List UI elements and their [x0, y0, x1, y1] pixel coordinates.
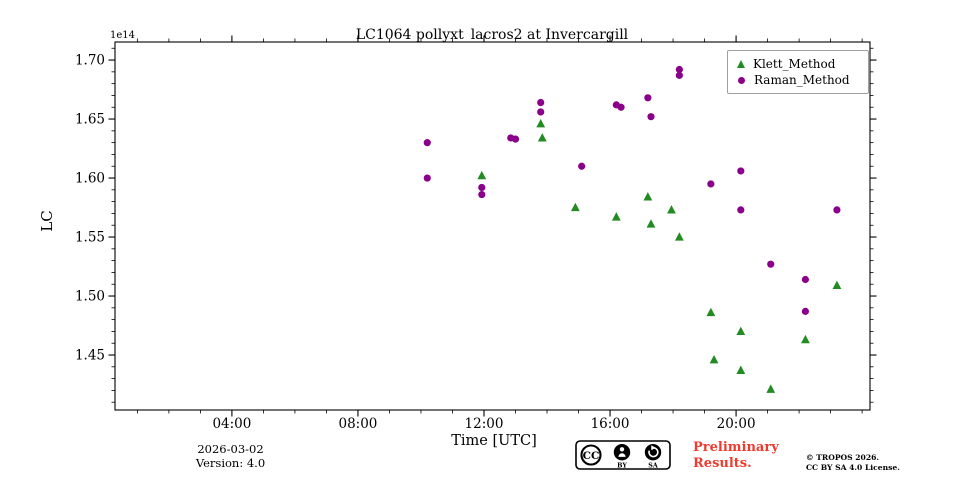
klett-point: [832, 280, 842, 290]
y-axis-label: LC: [38, 210, 56, 232]
raman-point: [644, 94, 652, 102]
sa-label: SA: [648, 463, 658, 470]
cc-by-sa-badge-icon: CC BY SA: [575, 440, 671, 470]
y-tick-label: 1.60: [75, 171, 105, 187]
raman-point: [801, 307, 810, 315]
version-label: Version: 4.0: [195, 456, 266, 470]
by-person-icon: [613, 444, 631, 461]
klett-point: [667, 205, 676, 214]
y-tick-label: 1.65: [75, 112, 105, 128]
raman-point: [647, 113, 655, 121]
klett-point: [570, 202, 580, 212]
legend: Klett_Method Raman_Method: [727, 50, 869, 94]
raman-point: [537, 108, 545, 116]
x-tick-label: 08:00: [338, 416, 377, 432]
sa-arrow-icon: [644, 444, 662, 461]
copyright-line1: © TROPOS 2026.: [806, 453, 880, 462]
copyright-line2: CC BY SA 4.0 License.: [806, 463, 900, 472]
chart-title: LC1064 pollyxt_lacros2 at Invercargill: [355, 27, 629, 43]
klett-point: [536, 118, 546, 128]
by-label: BY: [617, 463, 627, 470]
raman-point: [675, 65, 683, 74]
y-axis-offset-label: 1e14: [110, 30, 136, 41]
raman-point: [511, 135, 520, 143]
klett-point: [766, 384, 776, 393]
raman-point: [423, 139, 431, 147]
raman-point: [767, 260, 775, 268]
x-tick-label: 20:00: [717, 416, 756, 432]
klett-point: [477, 170, 487, 180]
klett-point: [706, 307, 716, 317]
cc-icon: CC: [583, 450, 600, 462]
raman-point: [478, 190, 486, 199]
x-tick-label: 04:00: [212, 416, 251, 432]
raman-point: [423, 174, 431, 182]
raman-point: [578, 162, 586, 170]
raman-point: [801, 275, 810, 284]
footer-date-version: 2026-03-02 Version: 4.0: [158, 442, 303, 470]
raman-point: [707, 180, 715, 188]
preliminary-line1: Preliminary: [693, 440, 779, 455]
raman-point: [833, 206, 841, 214]
x-tick-label: 12:00: [465, 416, 504, 432]
legend-label-klett: Klett_Method: [753, 57, 836, 71]
x-tick-label: 16:00: [591, 416, 630, 432]
legend-item-raman: Raman_Method: [737, 72, 859, 88]
raman-point: [675, 71, 683, 79]
klett-point: [709, 354, 719, 364]
y-tick-label: 1.50: [75, 289, 105, 305]
raman-point: [478, 183, 486, 192]
y-tick-label: 1.45: [75, 348, 105, 364]
raman-point: [617, 103, 625, 111]
y-tick-label: 1.70: [75, 53, 105, 69]
klett-point: [801, 334, 810, 344]
copyright-note: © TROPOS 2026. CC BY SA 4.0 License.: [806, 453, 900, 473]
raman-point: [737, 167, 745, 175]
legend-item-klett: Klett_Method: [737, 56, 859, 72]
raman-point: [537, 98, 545, 107]
klett-point: [674, 232, 684, 241]
preliminary-note: Preliminary Results.: [693, 440, 779, 471]
preliminary-line2: Results.: [693, 455, 752, 471]
x-axis-label: Time [UTC]: [451, 433, 537, 449]
klett-point: [736, 365, 746, 374]
klett-point: [643, 192, 653, 201]
klett-point: [611, 212, 621, 221]
y-tick-label: 1.55: [75, 230, 105, 246]
legend-label-raman: Raman_Method: [754, 73, 850, 87]
klett-triangle-marker-icon: [737, 60, 745, 68]
date-label: 2026-03-02: [197, 442, 264, 456]
klett-point: [646, 219, 656, 228]
plot-frame: [114, 41, 871, 411]
klett-point: [537, 133, 547, 142]
raman-point: [737, 206, 745, 214]
klett-point: [736, 326, 746, 336]
raman-circle-marker-icon: [738, 76, 745, 84]
